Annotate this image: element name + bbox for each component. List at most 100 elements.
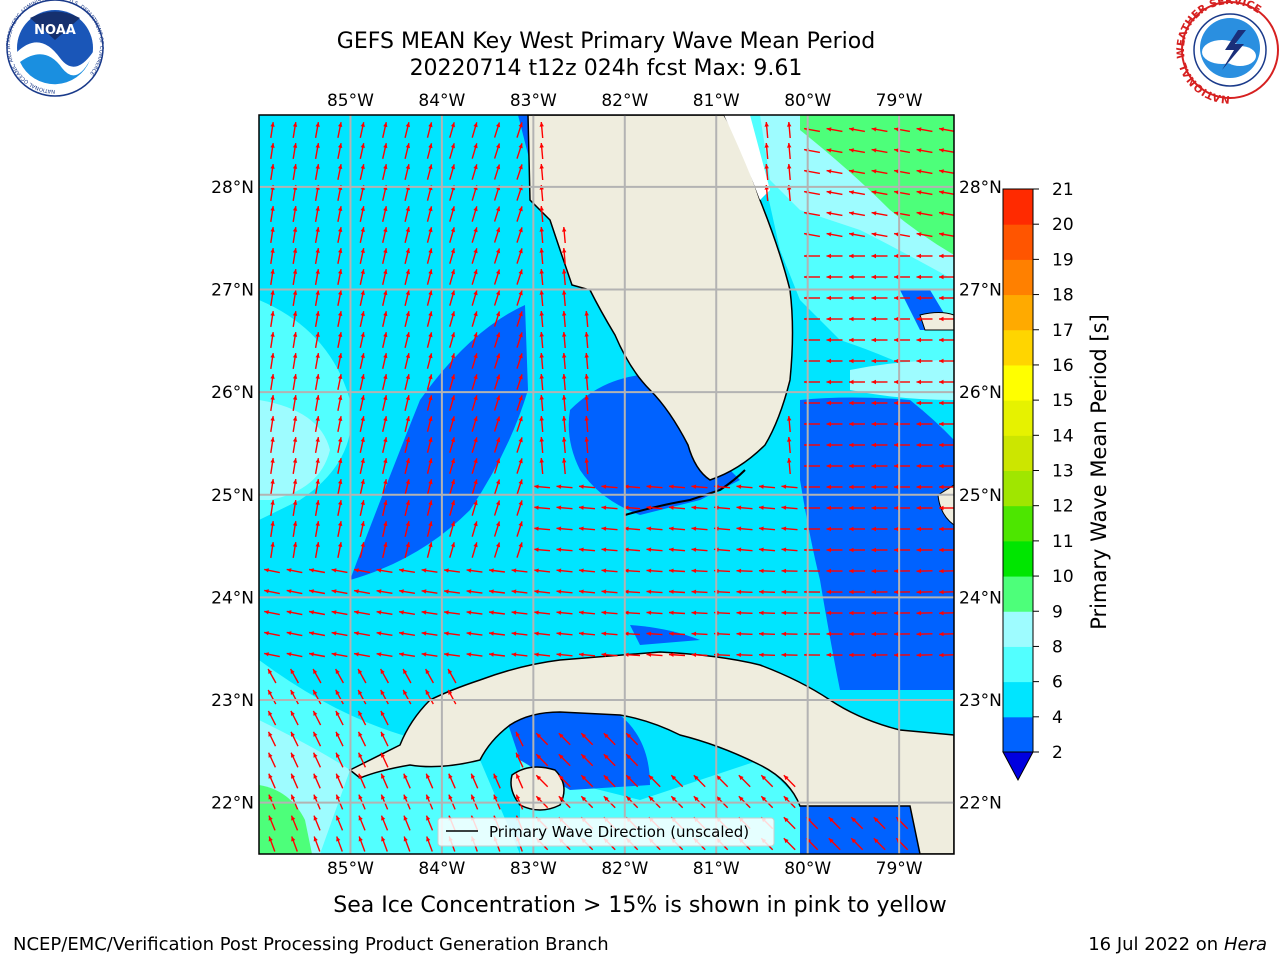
wave-arrow-135 <box>404 248 410 264</box>
wave-arrow-63 <box>893 169 911 175</box>
wave-arrow-361 <box>562 457 567 475</box>
wave-arrow-19 <box>893 127 911 133</box>
wave-arrow-102 <box>826 211 843 217</box>
wave-arrow-400 <box>916 484 933 490</box>
wave-arrow-415 <box>556 505 573 510</box>
wave-arrow-308 <box>404 416 410 432</box>
lat-label-left-0: 28°N <box>211 178 254 198</box>
wave-arrow-675 <box>290 731 299 747</box>
wave-arrow-648 <box>916 652 933 658</box>
wave-arrow-253 <box>849 358 865 364</box>
wave-arrow-504 <box>466 568 483 573</box>
wave-arrow-779 <box>358 836 366 852</box>
wave-arrow-418 <box>623 505 641 510</box>
wave-arrow-419 <box>646 505 663 510</box>
wave-arrow-277 <box>894 379 910 385</box>
wave-arrow-689 <box>335 752 344 768</box>
wave-arrow-680 <box>515 731 524 747</box>
wave-arrow-380 <box>471 479 478 495</box>
wave-arrow-133 <box>359 248 365 264</box>
wave-arrow-132 <box>337 248 343 264</box>
wave-arrow-702 <box>358 773 366 789</box>
wave-arrow-30 <box>449 143 455 159</box>
wave-arrow-444 <box>516 521 523 537</box>
wave-arrow-594 <box>398 631 416 636</box>
wave-arrow-258 <box>270 373 275 391</box>
wave-arrow-629 <box>489 652 505 657</box>
wave-arrow-640 <box>736 652 753 657</box>
wave-arrow-326 <box>292 436 298 454</box>
colorbar-segment-1 <box>1003 681 1033 718</box>
wave-arrow-552 <box>849 589 865 595</box>
colorbar-label-9: 14 <box>1052 426 1074 446</box>
wave-arrow-506 <box>511 568 528 573</box>
longitude-labels-top: 85°W 84°W 83°W 82°W 81°W 80°W 79°W <box>327 91 923 111</box>
wave-arrow-163 <box>562 268 567 286</box>
wave-arrow-603 <box>601 631 618 636</box>
wave-arrow-421 <box>691 505 708 510</box>
lat-label-left-4: 24°N <box>211 588 254 608</box>
florida-keys <box>624 469 746 516</box>
wave-arrow-459 <box>849 526 865 532</box>
wave-arrow-85 <box>893 190 911 196</box>
wave-arrow-694 <box>558 753 571 767</box>
wave-arrow-679 <box>380 731 389 747</box>
wave-arrow-121 <box>562 226 567 244</box>
wave-arrow-338 <box>562 436 567 454</box>
wave-arrow-401 <box>939 484 954 490</box>
wave-arrow-463 <box>939 526 954 532</box>
wave-arrow-297 <box>849 400 865 406</box>
wave-arrow-302 <box>270 415 275 433</box>
colorbar-segment-4 <box>1003 576 1033 612</box>
wave-arrow-224 <box>493 332 501 348</box>
wave-arrow-365 <box>826 463 843 469</box>
wave-arrow-636 <box>646 652 663 657</box>
wave-arrow-631 <box>533 652 551 657</box>
wave-arrow-578 <box>736 610 753 615</box>
wave-arrow-165 <box>826 274 843 280</box>
wave-arrow-590 <box>308 631 326 637</box>
colorbar-label-5: 10 <box>1052 567 1074 587</box>
lon-label-top-6: 79°W <box>876 91 923 111</box>
wave-arrow-688 <box>312 752 322 768</box>
wave-arrow-284 <box>359 395 365 411</box>
wave-arrow-625 <box>398 652 416 657</box>
wave-arrow-222 <box>449 332 455 348</box>
wave-arrow-753 <box>425 815 434 831</box>
wave-arrow-681 <box>535 732 549 746</box>
wave-arrow-249 <box>562 352 567 370</box>
wave-arrow-618 <box>938 631 954 637</box>
wave-arrow-571 <box>578 610 596 615</box>
wave-arrow-223 <box>471 332 478 348</box>
lat-label-right-5: 23°N <box>959 691 1002 711</box>
sea-ice-note: Sea Ice Concentration > 15% is shown in … <box>333 893 947 918</box>
wave-arrow-384 <box>556 484 573 489</box>
wave-arrow-632 <box>556 652 573 657</box>
wave-arrow-312 <box>493 416 501 432</box>
wave-arrow-403 <box>292 499 298 517</box>
wave-arrow-288 <box>449 395 455 411</box>
wave-arrow-51 <box>426 164 433 180</box>
wave-arrow-129 <box>270 247 275 265</box>
wave-arrow-407 <box>382 500 388 516</box>
wave-arrow-568 <box>511 610 528 615</box>
wave-arrow-528 <box>308 589 326 595</box>
wave-arrow-494 <box>939 547 954 553</box>
wave-arrow-399 <box>894 484 910 490</box>
wave-arrow-633 <box>578 652 596 657</box>
wave-arrow-433 <box>270 520 275 538</box>
wave-arrow-379 <box>449 479 455 495</box>
wave-arrow-441 <box>449 521 455 537</box>
wave-arrow-496 <box>286 568 303 574</box>
wave-arrow-174 <box>337 290 343 306</box>
wave-arrow-259 <box>292 373 298 391</box>
wave-arrow-798 <box>783 837 796 851</box>
wave-arrow-233 <box>894 337 910 343</box>
wave-arrow-676 <box>312 731 322 747</box>
wave-arrow-197 <box>382 311 388 327</box>
wave-arrow-189 <box>894 295 910 301</box>
colorbar-label-14: 19 <box>1052 250 1074 270</box>
wave-arrow-267 <box>471 374 478 390</box>
wave-arrow-327 <box>314 436 320 454</box>
colorbar-segment-5 <box>1003 540 1033 577</box>
